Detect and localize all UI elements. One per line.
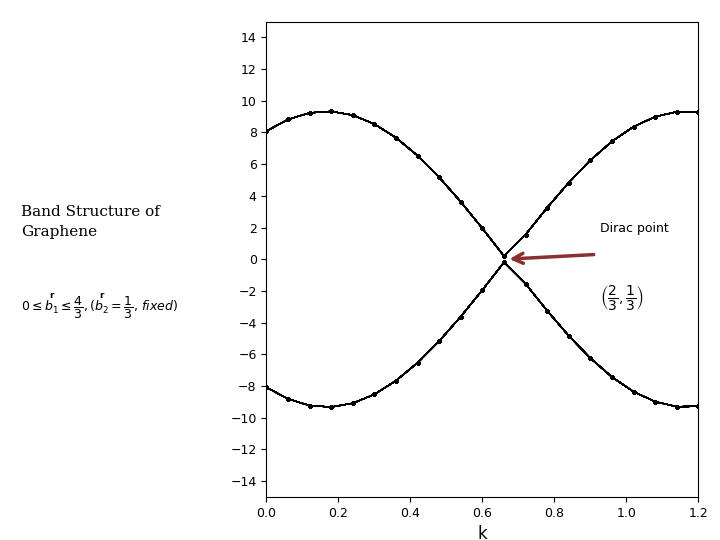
X-axis label: k: k (477, 525, 487, 540)
Text: $\left(\dfrac{2}{3},\dfrac{1}{3}\right)$: $\left(\dfrac{2}{3},\dfrac{1}{3}\right)$ (600, 283, 644, 312)
Text: Band Structure of
Graphene: Band Structure of Graphene (22, 205, 160, 239)
Text: Dirac point: Dirac point (600, 222, 669, 235)
Text: $0 \leq \overset{\mathbf{r}}{b_1} \leq \dfrac{4}{3}, (\overset{\mathbf{r}}{b_2} : $0 \leq \overset{\mathbf{r}}{b_1} \leq \… (22, 292, 179, 321)
